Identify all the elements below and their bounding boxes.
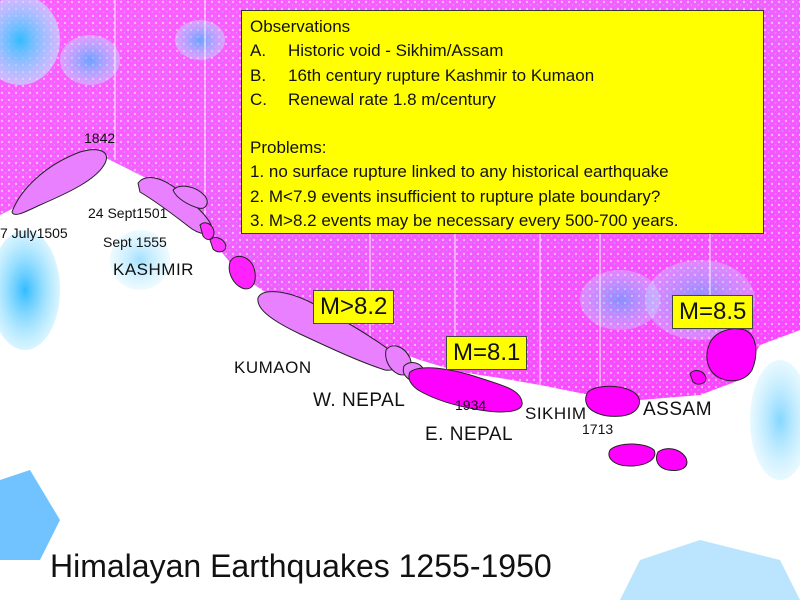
problem-item: 1. no surface rupture linked to any hist… bbox=[250, 162, 669, 182]
low-terrain-patch bbox=[580, 270, 660, 330]
problems-heading: Problems: bbox=[250, 138, 327, 158]
observation-text: Historic void - Sikhim/Assam bbox=[288, 41, 504, 61]
rupture-1555-b bbox=[199, 222, 215, 240]
observation-text: 16th century rupture Kashmir to Kumaon bbox=[288, 65, 595, 85]
observation-item: A. Historic void - Sikhim/Assam bbox=[250, 39, 755, 63]
low-terrain-patch bbox=[60, 35, 120, 85]
region-label-w-nepal: W. NEPAL bbox=[313, 390, 406, 411]
magnitude-callout-central: M=8.1 bbox=[446, 336, 528, 370]
rupture-1934 bbox=[408, 367, 523, 413]
sea-area bbox=[0, 470, 60, 560]
rupture-shillong-a bbox=[608, 443, 656, 467]
magnitude-callout-east: M=8.5 bbox=[672, 295, 754, 329]
observation-item: C. Renewal rate 1.8 m/century bbox=[250, 88, 755, 112]
rupture-assam-small bbox=[689, 370, 707, 385]
problem-item: 2. M<7.9 events insufficient to rupture … bbox=[250, 186, 661, 206]
region-label-assam: ASSAM bbox=[643, 399, 713, 420]
rupture-assam-1950 bbox=[706, 328, 757, 382]
low-terrain-patch bbox=[0, 230, 60, 350]
observation-letter: C. bbox=[250, 89, 267, 109]
region-label-kumaon: KUMAON bbox=[234, 358, 312, 377]
rupture-1555-c bbox=[209, 237, 227, 253]
problem-item: 3. M>8.2 events may be necessary every 5… bbox=[250, 211, 679, 231]
rupture-1555-a bbox=[172, 185, 208, 209]
sea-area bbox=[620, 540, 800, 600]
rupture-zones bbox=[11, 149, 757, 471]
observation-letter: A. bbox=[250, 41, 267, 61]
low-terrain-patch bbox=[110, 230, 170, 290]
rupture-kashmir bbox=[228, 255, 256, 290]
spacer bbox=[250, 112, 755, 136]
observations-heading: Observations bbox=[250, 17, 351, 36]
observation-text: Renewal rate 1.8 m/century bbox=[288, 89, 496, 109]
observations-callout: Observations A. Historic void - Sikhim/As… bbox=[241, 10, 764, 234]
observation-item: B. 16th century rupture Kashmir to Kumaon bbox=[250, 64, 755, 88]
date-label-1842: 1842 bbox=[84, 130, 116, 146]
date-label-1713: 1713 bbox=[582, 421, 614, 437]
map-title: Himalayan Earthquakes 1255-1950 bbox=[50, 548, 552, 584]
rupture-1713 bbox=[585, 385, 640, 417]
date-label-1934: 1934 bbox=[455, 397, 487, 413]
magnitude-callout-west: M>8.2 bbox=[313, 290, 395, 324]
region-label-sikhim: SIKHIM bbox=[525, 404, 587, 423]
rupture-1505 bbox=[11, 149, 107, 215]
low-terrain-patch bbox=[750, 360, 800, 480]
observation-letter: B. bbox=[250, 65, 267, 85]
region-label-kashmir: KASHMIR bbox=[113, 260, 194, 279]
date-label-1555: Sept 1555 bbox=[103, 234, 167, 250]
date-label-1505: 7 July1505 bbox=[0, 225, 68, 241]
date-label-1501: 24 Sept1501 bbox=[88, 205, 168, 221]
region-label-e-nepal: E. NEPAL bbox=[425, 424, 514, 445]
low-terrain-patch bbox=[0, 0, 60, 85]
rupture-shillong-b bbox=[655, 448, 688, 471]
low-terrain-patch bbox=[175, 20, 225, 60]
